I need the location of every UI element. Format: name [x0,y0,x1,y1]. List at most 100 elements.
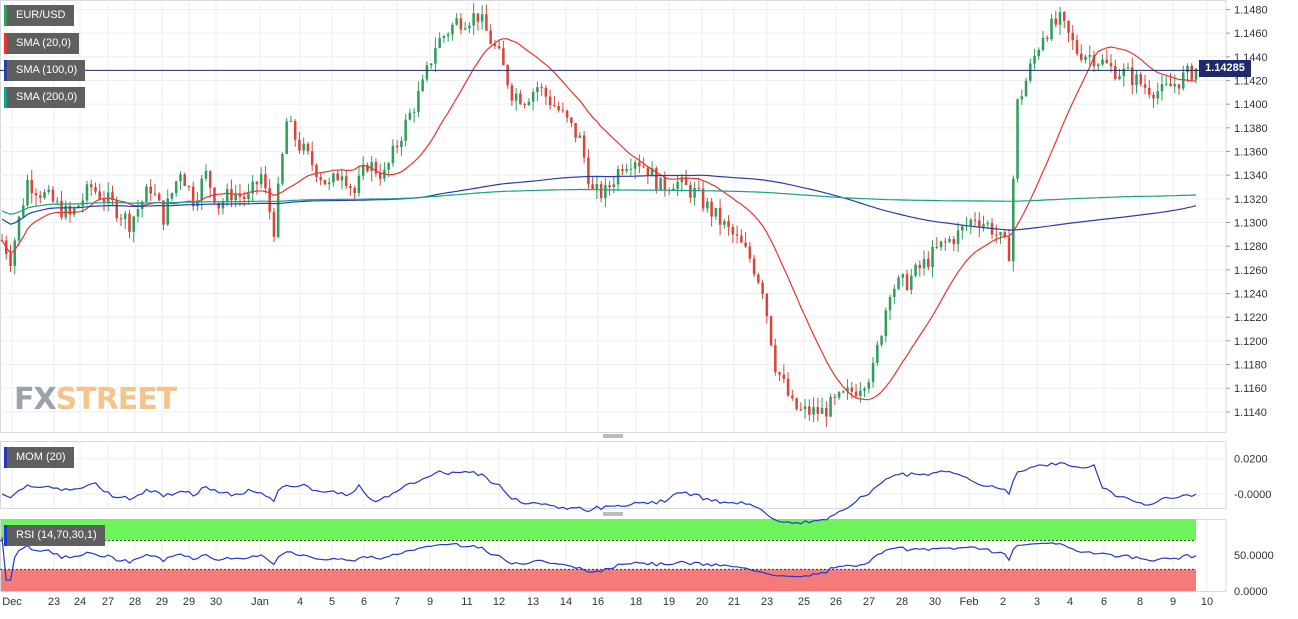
candle-body [893,288,896,298]
candle-body [9,253,12,266]
candle-body [166,198,169,225]
candle-body [463,28,467,30]
candle-body [999,232,1002,235]
candle-body [506,65,509,86]
candle-body [1122,68,1126,77]
x-tick-label: 19 [663,596,675,608]
candle-body [395,145,399,148]
candle-body [808,406,811,415]
candle-body [374,162,378,174]
candle-body [735,234,739,236]
candle-body [502,48,505,66]
candle-body [480,14,484,22]
candle-body [285,121,288,155]
rsi-legend[interactable]: RSI (14,70,30,1) [4,525,105,546]
rsi-tick-label: 0.0000 [1234,586,1268,598]
candle-body [871,362,875,383]
candle-body [816,407,820,414]
candle-body [697,188,701,190]
candle-body [1101,59,1104,65]
y-tick-label: 1.1140 [1234,407,1267,419]
y-tick-label: 1.1380 [1234,123,1268,135]
candle-body [153,193,157,195]
sma20-legend[interactable]: SMA (20,0) [4,33,80,54]
candle-body [157,193,161,201]
candle-body [1160,84,1164,92]
candle-body [629,168,633,170]
candle-body [1041,37,1045,51]
candle-body [242,196,246,199]
candle-body [298,139,301,151]
x-tick-label: 21 [728,596,740,608]
x-tick-label: 25 [798,596,810,608]
sma200-legend[interactable]: SMA (200,0) [4,87,86,108]
candle-body [47,189,51,193]
candle-body [689,185,692,198]
candle-body [718,208,722,225]
candle-body [208,171,212,188]
candle-body [723,221,726,225]
y-tick-label: 1.1400 [1234,99,1268,111]
candle-body [905,274,909,290]
candle-body [225,189,229,202]
y-tick-label: 1.1260 [1234,265,1268,277]
candle-body [72,207,76,215]
x-tick-label: 30 [929,596,941,608]
candle-body [38,195,42,198]
candle-body [1105,59,1109,63]
candle-body [1084,56,1087,60]
candle-body [1075,40,1079,54]
sma100-legend[interactable]: SMA (100,0) [4,60,86,81]
candle-body [136,209,140,217]
candle-body [914,264,917,276]
x-tick-label: Dec [2,596,22,608]
x-tick-label: 29 [183,596,195,608]
candle-body [595,184,599,190]
x-tick-label: Jan [251,596,269,608]
candle-body [608,185,611,188]
candle-body [85,184,89,201]
candle-body [102,199,106,203]
candle-body [544,87,548,97]
candle-body [1118,76,1121,80]
candle-body [833,396,837,398]
candle-body [1177,84,1181,89]
candle-body [268,188,271,212]
candle-body [1130,67,1134,86]
candle-body [204,171,208,179]
candle-body [264,174,267,189]
candle-body [846,387,849,392]
rsi-overbought-zone [1,519,1196,541]
candle-body [357,175,361,194]
candle-body [859,390,862,396]
candle-body [459,18,463,30]
candle-body [183,174,186,186]
candle-body [791,395,794,399]
candle-body [1016,99,1019,179]
candle-body [646,167,650,177]
candle-body [98,191,101,200]
candle-body [672,188,675,191]
x-tick-label: 9 [427,596,433,608]
rsi-oversold-zone [1,569,1196,591]
momentum-legend[interactable]: MOM (20) [4,447,74,468]
candle-body [1033,55,1036,64]
candle-body [1058,12,1062,25]
candle-body [863,388,866,391]
candle-body [26,179,29,206]
candle-body [978,220,981,228]
candle-body [327,182,331,185]
candle-body [429,63,433,66]
candle-body [370,162,373,172]
candle-body [302,143,305,151]
x-tick-label: Feb [960,596,979,608]
x-tick-label: 28 [129,596,141,608]
candle-body [523,104,526,106]
candle-body [769,316,773,346]
candle-body [531,92,535,102]
candle-body [774,345,777,373]
candle-body [952,238,956,245]
y-tick-label: 1.1240 [1234,289,1268,301]
candle-body [812,407,815,415]
candle-body [561,110,565,112]
